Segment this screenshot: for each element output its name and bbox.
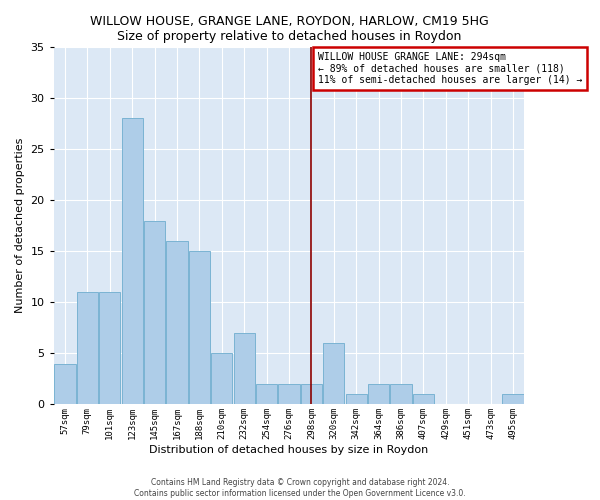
Title: WILLOW HOUSE, GRANGE LANE, ROYDON, HARLOW, CM19 5HG
Size of property relative to: WILLOW HOUSE, GRANGE LANE, ROYDON, HARLO… — [89, 15, 488, 43]
Bar — [391, 384, 412, 404]
Bar — [368, 384, 389, 404]
Bar — [233, 333, 255, 404]
Bar — [166, 241, 188, 404]
Text: WILLOW HOUSE GRANGE LANE: 294sqm
← 89% of detached houses are smaller (118)
11% : WILLOW HOUSE GRANGE LANE: 294sqm ← 89% o… — [318, 52, 583, 86]
Bar — [323, 343, 344, 404]
Bar — [54, 364, 76, 405]
Bar — [189, 251, 210, 404]
Bar — [77, 292, 98, 405]
Bar — [144, 220, 165, 404]
Bar — [278, 384, 299, 404]
Bar — [122, 118, 143, 405]
Y-axis label: Number of detached properties: Number of detached properties — [15, 138, 25, 314]
Text: Contains HM Land Registry data © Crown copyright and database right 2024.
Contai: Contains HM Land Registry data © Crown c… — [134, 478, 466, 498]
Bar — [502, 394, 524, 404]
Bar — [99, 292, 121, 405]
Bar — [346, 394, 367, 404]
Bar — [413, 394, 434, 404]
Bar — [211, 354, 232, 405]
X-axis label: Distribution of detached houses by size in Roydon: Distribution of detached houses by size … — [149, 445, 428, 455]
Bar — [301, 384, 322, 404]
Bar — [256, 384, 277, 404]
